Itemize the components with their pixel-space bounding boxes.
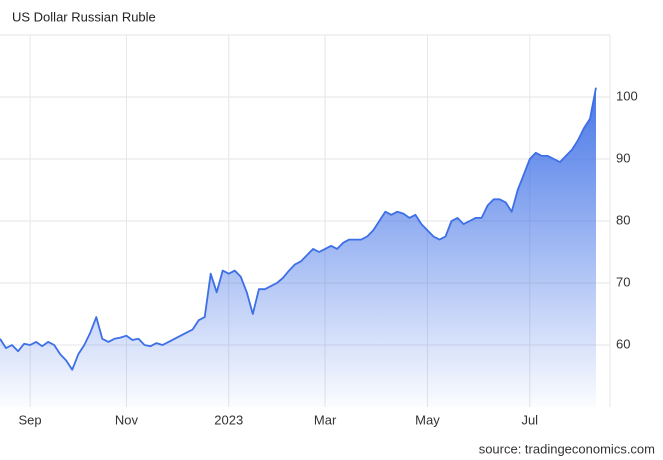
line [0,87,597,371]
y-tick-label: 60 [616,336,630,351]
chart-title: US Dollar Russian Ruble [12,9,156,24]
y-tick-label: 90 [616,150,630,165]
source: source: tradingeconomics.com [479,441,655,456]
x-tick-label: May [415,412,440,427]
y-tick-label: 80 [616,212,630,227]
x-tick-label: Jul [521,412,538,427]
x-tick-label: Nov [115,412,139,427]
y-tick-label: 70 [616,274,630,289]
area [0,87,596,407]
y-tick-label: 100 [616,88,638,103]
x-tick-label: Mar [314,412,337,427]
x-tick-label: Sep [19,412,42,427]
x-tick-label: 2023 [214,412,243,427]
